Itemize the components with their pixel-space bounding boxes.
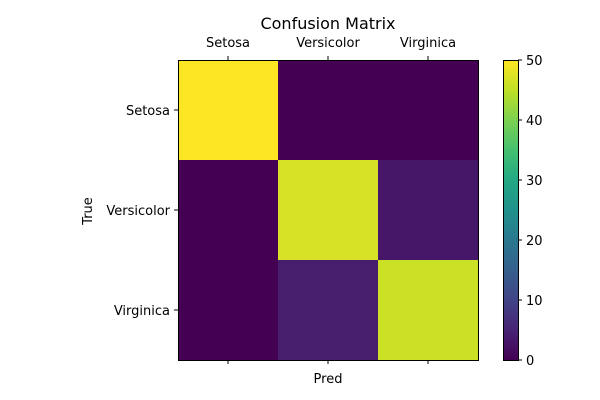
colorbar-ticks: 0 10 20 30 40 50 [518, 54, 543, 369]
chart-title: Confusion Matrix [260, 14, 395, 33]
colorbar-tick-label: 30 [526, 174, 543, 189]
x-axis-ticks: Setosa Versicolor Virginica [206, 36, 456, 364]
heatmap-cell-1-2 [378, 160, 478, 260]
heatmap-cell-0-0 [178, 60, 278, 160]
x-tick-label: Virginica [400, 36, 456, 51]
y-tick-label: Virginica [114, 304, 170, 319]
heatmap-cell-0-2 [378, 60, 478, 160]
colorbar-tick-label: 20 [526, 234, 543, 249]
heatmap-cells [178, 60, 478, 360]
y-axis-label: True [81, 197, 96, 226]
heatmap-cell-2-0 [178, 260, 278, 360]
y-axis-ticks: Setosa Versicolor Virginica [106, 104, 178, 319]
colorbar-tick-label: 0 [526, 354, 534, 369]
colorbar-frame [503, 60, 519, 361]
colorbar-tick-label: 50 [526, 54, 543, 69]
heatmap-cell-2-2 [378, 260, 478, 360]
colorbar-tick-label: 10 [526, 294, 543, 309]
heatmap-cell-2-1 [278, 260, 378, 360]
y-tick-label: Versicolor [106, 204, 170, 219]
x-tick-label: Versicolor [296, 36, 360, 51]
heatmap-cell-1-1 [278, 160, 378, 260]
x-axis-label: Pred [314, 372, 343, 387]
colorbar-tick-label: 40 [526, 114, 543, 129]
colorbar: 0 10 20 30 40 50 [503, 54, 543, 369]
colorbar-gradient [503, 61, 518, 360]
x-tick-label: Setosa [206, 36, 250, 51]
heatmap-cell-0-1 [278, 60, 378, 160]
heatmap-cell-1-0 [178, 160, 278, 260]
y-tick-label: Setosa [126, 104, 170, 119]
